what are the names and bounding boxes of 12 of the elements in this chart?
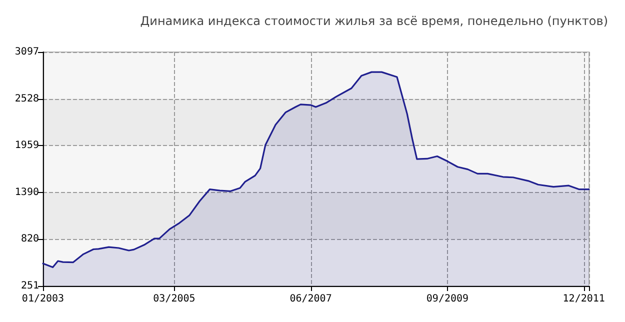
x-tick-label: 12/2011 <box>562 294 605 304</box>
x-tick-label: 09/2009 <box>426 294 469 304</box>
y-tick-label: 251 <box>20 280 39 292</box>
x-tick-label: 06/2007 <box>290 294 332 304</box>
y-tick-label: 3097 <box>14 46 39 58</box>
y-tick-label: 2528 <box>14 93 39 104</box>
x-tick-label: 03/2005 <box>153 294 196 304</box>
y-tick-label: 820 <box>20 234 39 245</box>
y-tick-label: 1959 <box>14 140 39 152</box>
x-tick-label: 01/2003 <box>22 294 64 304</box>
y-tick-label: 1390 <box>14 186 39 198</box>
chart-title: Динамика индекса стоимости жилья за всё время, понедельно (пунктов) <box>140 14 608 28</box>
